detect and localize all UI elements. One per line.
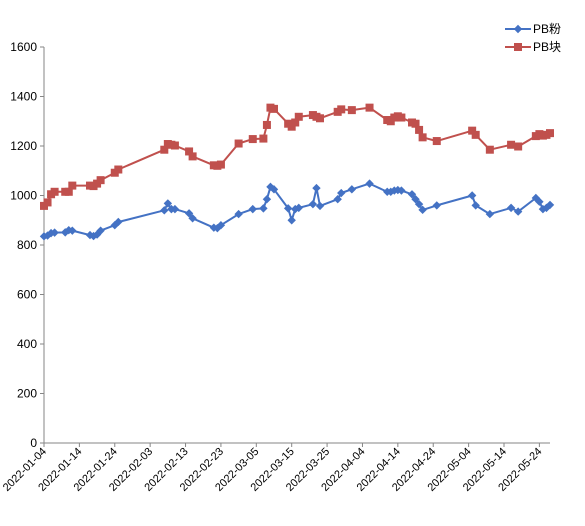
data-point xyxy=(283,204,293,213)
data-point xyxy=(269,185,279,194)
data-point xyxy=(68,181,77,190)
data-point xyxy=(414,199,424,209)
data-point xyxy=(43,198,52,207)
data-point xyxy=(89,231,98,241)
y-tick-label: 200 xyxy=(17,387,37,401)
data-point xyxy=(471,201,480,210)
legend-item-2: PB块 xyxy=(505,40,561,54)
data-point xyxy=(337,188,346,198)
data-point xyxy=(248,204,257,214)
data-point xyxy=(184,209,194,218)
data-point xyxy=(216,160,225,169)
y-tick-label: 600 xyxy=(17,288,37,302)
data-point xyxy=(308,199,318,209)
data-point xyxy=(471,130,480,139)
legend-item-1: PB粉 xyxy=(505,22,561,36)
data-point xyxy=(315,201,325,211)
data-point xyxy=(287,122,296,131)
data-point xyxy=(170,204,180,214)
legend-label: PB粉 xyxy=(533,22,561,36)
data-point xyxy=(50,187,59,196)
data-point xyxy=(291,118,300,127)
data-point xyxy=(432,201,441,210)
data-point xyxy=(432,137,441,146)
legend-marker xyxy=(513,24,523,34)
data-point xyxy=(287,216,296,225)
data-point xyxy=(485,145,494,154)
series-2 xyxy=(40,103,554,210)
data-point xyxy=(467,191,477,200)
y-tick-label: 0 xyxy=(30,436,37,450)
data-point xyxy=(294,112,303,121)
data-point xyxy=(160,145,169,154)
legend-label: PB块 xyxy=(533,40,561,54)
data-point xyxy=(259,134,268,143)
data-point xyxy=(185,147,194,156)
data-point xyxy=(163,199,173,208)
data-point xyxy=(365,179,374,188)
data-point xyxy=(234,209,243,219)
y-tick-label: 1000 xyxy=(10,189,37,203)
data-point xyxy=(43,231,52,240)
data-point xyxy=(170,141,179,150)
data-point xyxy=(50,228,59,237)
data-point xyxy=(507,140,516,149)
data-point xyxy=(316,114,324,123)
data-point xyxy=(415,125,424,134)
data-point xyxy=(397,186,406,195)
data-point xyxy=(418,133,427,142)
data-point xyxy=(333,195,342,204)
y-tick-label: 1400 xyxy=(10,90,37,104)
y-tick-label: 1200 xyxy=(10,139,37,153)
data-point xyxy=(546,129,554,138)
data-point xyxy=(234,139,243,148)
data-point xyxy=(506,203,516,213)
data-point xyxy=(411,119,420,128)
data-point xyxy=(347,185,357,194)
y-tick-label: 1600 xyxy=(10,40,37,54)
data-point xyxy=(513,207,523,216)
y-tick-label: 400 xyxy=(17,337,37,351)
data-point xyxy=(418,205,427,215)
data-point xyxy=(545,200,555,210)
data-point xyxy=(61,228,70,237)
data-point xyxy=(259,204,268,213)
data-point xyxy=(160,206,169,215)
data-point xyxy=(411,195,420,204)
series-layer xyxy=(39,103,555,241)
data-point xyxy=(337,105,346,114)
data-point xyxy=(365,103,374,112)
data-point xyxy=(68,226,77,235)
data-point xyxy=(188,152,197,161)
data-point xyxy=(294,203,303,213)
data-point xyxy=(514,142,523,151)
data-point xyxy=(114,217,123,227)
data-point xyxy=(64,187,73,196)
data-point xyxy=(531,193,541,203)
data-point xyxy=(216,221,226,230)
data-point xyxy=(262,120,271,129)
data-point xyxy=(312,183,321,193)
data-point xyxy=(114,165,123,174)
data-point xyxy=(397,113,406,122)
data-point xyxy=(96,226,105,235)
data-point xyxy=(96,176,105,185)
data-point xyxy=(248,135,257,144)
data-point xyxy=(347,106,356,115)
data-point xyxy=(188,214,197,223)
data-point xyxy=(270,104,278,113)
data-point xyxy=(535,197,544,206)
y-tick-label: 800 xyxy=(17,238,37,252)
series-1 xyxy=(39,179,555,241)
legend: PB粉 PB块 xyxy=(505,22,561,54)
data-point xyxy=(485,209,495,219)
data-point xyxy=(468,126,477,135)
data-point xyxy=(262,195,272,204)
data-point xyxy=(407,190,417,199)
legend-marker xyxy=(514,43,522,51)
